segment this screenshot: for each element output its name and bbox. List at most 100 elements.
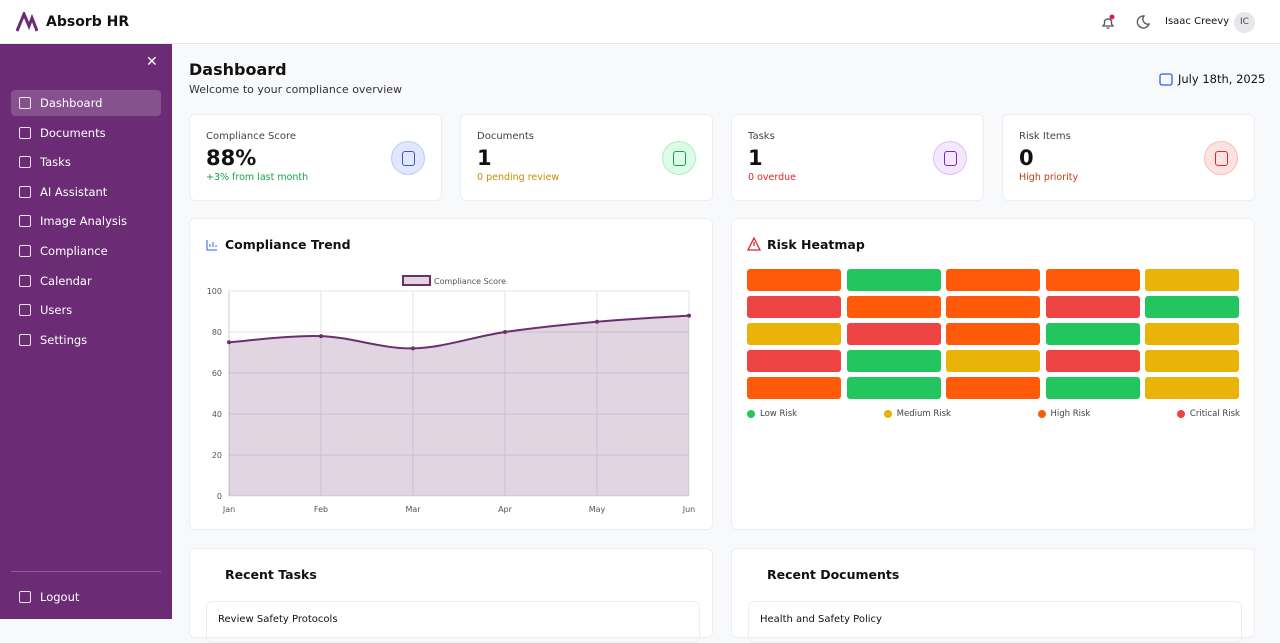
heat-cell[interactable]: [747, 269, 841, 291]
stat-card: Tasks 1 0 overdue: [731, 114, 984, 201]
nav-item[interactable]: Users: [11, 297, 161, 323]
heat-cell[interactable]: [1045, 350, 1140, 372]
heat-cell[interactable]: [1145, 350, 1239, 372]
nav-label: Users: [40, 303, 73, 318]
page-title: Dashboard: [189, 60, 287, 79]
heat-cell[interactable]: [747, 296, 841, 318]
date: July 18th, 2025: [1178, 72, 1266, 86]
heat-cell[interactable]: [1045, 377, 1140, 399]
stat-value: 88%: [206, 146, 257, 170]
heat-cell[interactable]: [747, 377, 841, 399]
stat-label: Tasks: [748, 131, 775, 142]
heat-cell[interactable]: [946, 296, 1040, 318]
stat-value: 1: [477, 146, 492, 170]
heat-cell[interactable]: [846, 323, 941, 345]
nav-item[interactable]: Calendar: [11, 268, 161, 294]
heat-cell[interactable]: [1045, 323, 1140, 345]
stat-note: High priority: [1019, 172, 1079, 183]
stat-icon: [1204, 141, 1238, 175]
heat-cell[interactable]: [747, 323, 841, 345]
logo: [16, 12, 38, 32]
point: [503, 330, 507, 334]
notifications[interactable]: [1100, 14, 1116, 30]
chart: 0 20 40 60 80 100 Jan Feb Mar Apr May Jun Compliance…: [207, 275, 696, 514]
nav-item[interactable]: Settings: [11, 327, 161, 353]
nav-item[interactable]: Tasks: [11, 149, 161, 175]
x-tick-label: May: [589, 505, 606, 514]
x-tick-label: Apr: [498, 505, 513, 514]
heat-cell[interactable]: [846, 269, 941, 291]
close-sidebar[interactable]: ✕: [146, 54, 158, 70]
stat-glyph: [1215, 151, 1228, 166]
nav-label: Dashboard: [40, 96, 103, 110]
nav-item[interactable]: Compliance: [11, 238, 161, 264]
stat-glyph: [673, 151, 686, 166]
legend-item: Critical Risk: [1176, 409, 1240, 419]
heat-cell[interactable]: [747, 350, 841, 372]
nav-icon: [19, 333, 31, 346]
heat-cell[interactable]: [846, 377, 941, 399]
heat-cell[interactable]: [1145, 269, 1239, 291]
nav-item[interactable]: Image Analysis: [11, 208, 161, 234]
legend-label: Compliance Score: [434, 277, 506, 286]
heat-cell[interactable]: [1145, 296, 1239, 318]
trend-card: Compliance Trend 0 20 40 60 80 100 Jan Feb Mar Ap…: [189, 218, 713, 530]
nav-item[interactable]: AI Assistant: [11, 179, 161, 205]
recent-tasks: Recent Tasks Review Safety Protocols: [189, 548, 713, 643]
recent-documents: Recent Documents Health and Safety Polic…: [731, 548, 1255, 643]
avatar[interactable]: IC: [1234, 12, 1255, 33]
nav-item[interactable]: Dashboard: [11, 90, 161, 116]
point: [319, 334, 323, 339]
heat-cell[interactable]: [1045, 296, 1140, 318]
heat-cell[interactable]: [946, 323, 1040, 345]
legend-item: Medium Risk: [883, 409, 951, 419]
page-subtitle: Welcome to your compliance overview: [189, 83, 403, 96]
x-tick-label: Feb: [314, 505, 328, 514]
legend-dot: [747, 410, 755, 418]
heat-cell[interactable]: [946, 350, 1040, 372]
legend-dot: [1176, 410, 1185, 418]
area: [229, 315, 689, 496]
document-name: Health and Safety Policy: [760, 614, 882, 625]
user-name[interactable]: Isaac Creevy: [1165, 16, 1230, 27]
stat-label: Compliance Score: [206, 131, 297, 142]
heat-cell[interactable]: [1145, 377, 1239, 399]
heat-cell[interactable]: [846, 350, 941, 372]
heat-cell[interactable]: [1145, 323, 1239, 345]
chart-icon: [206, 240, 217, 251]
legend-label: Low Risk: [760, 409, 798, 419]
logout[interactable]: Logout: [11, 584, 161, 610]
nav-icon: [19, 304, 31, 317]
legend-item: High Risk: [1037, 409, 1090, 419]
legend-label: Critical Risk: [1189, 409, 1240, 419]
x-tick-label: Jan: [222, 505, 235, 514]
heat-cell[interactable]: [1045, 269, 1140, 291]
heat-cell[interactable]: [846, 296, 941, 318]
x-tick-label: Jun: [682, 505, 696, 514]
nav-label: Compliance: [40, 244, 108, 258]
stat-glyph: [402, 151, 415, 166]
legend-label: Medium Risk: [896, 409, 951, 419]
recent-documents-title: Recent Documents: [767, 567, 900, 582]
heatmap-title: Risk Heatmap: [767, 237, 865, 252]
nav-label: Calendar: [40, 273, 92, 288]
chart-title: Compliance Trend: [225, 237, 351, 252]
task-item[interactable]: Review Safety Protocols: [206, 601, 700, 643]
y-tick-label: 0: [217, 492, 222, 501]
warning-icon: [747, 237, 761, 251]
nav-icon: [19, 126, 31, 139]
nav-icon: [19, 185, 31, 198]
heat-cell[interactable]: [946, 269, 1040, 291]
nav-item[interactable]: Documents: [11, 120, 161, 146]
nav-icon: [19, 215, 31, 228]
point: [595, 319, 599, 324]
legend-item: Low Risk: [747, 409, 797, 419]
header: Absorb HR Isaac Creevy IC: [0, 0, 1280, 44]
y-tick-label: 100: [207, 287, 222, 296]
legend-dot: [883, 410, 892, 418]
heat-cell[interactable]: [946, 377, 1040, 399]
document-item[interactable]: Health and Safety Policy: [748, 601, 1242, 643]
stat-icon: [391, 141, 425, 175]
theme-toggle[interactable]: [1134, 14, 1150, 30]
